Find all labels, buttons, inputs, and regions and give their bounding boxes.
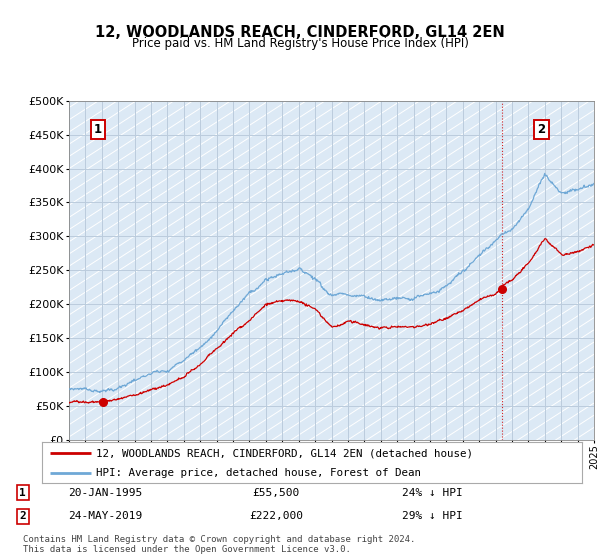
Text: 12, WOODLANDS REACH, CINDERFORD, GL14 2EN: 12, WOODLANDS REACH, CINDERFORD, GL14 2E… bbox=[95, 25, 505, 40]
Text: 29% ↓ HPI: 29% ↓ HPI bbox=[401, 511, 463, 521]
Text: Contains HM Land Registry data © Crown copyright and database right 2024.
This d: Contains HM Land Registry data © Crown c… bbox=[23, 535, 415, 554]
Text: 20-JAN-1995: 20-JAN-1995 bbox=[68, 488, 142, 497]
Text: 24% ↓ HPI: 24% ↓ HPI bbox=[401, 488, 463, 497]
Text: £222,000: £222,000 bbox=[249, 511, 303, 521]
Text: Price paid vs. HM Land Registry's House Price Index (HPI): Price paid vs. HM Land Registry's House … bbox=[131, 37, 469, 50]
Text: 2: 2 bbox=[19, 511, 26, 521]
Text: 1: 1 bbox=[19, 488, 26, 497]
Text: £55,500: £55,500 bbox=[253, 488, 299, 497]
Text: 12, WOODLANDS REACH, CINDERFORD, GL14 2EN (detached house): 12, WOODLANDS REACH, CINDERFORD, GL14 2E… bbox=[96, 449, 473, 458]
Text: 24-MAY-2019: 24-MAY-2019 bbox=[68, 511, 142, 521]
Text: HPI: Average price, detached house, Forest of Dean: HPI: Average price, detached house, Fore… bbox=[96, 468, 421, 478]
Text: 1: 1 bbox=[94, 123, 102, 136]
Text: 2: 2 bbox=[538, 123, 545, 136]
